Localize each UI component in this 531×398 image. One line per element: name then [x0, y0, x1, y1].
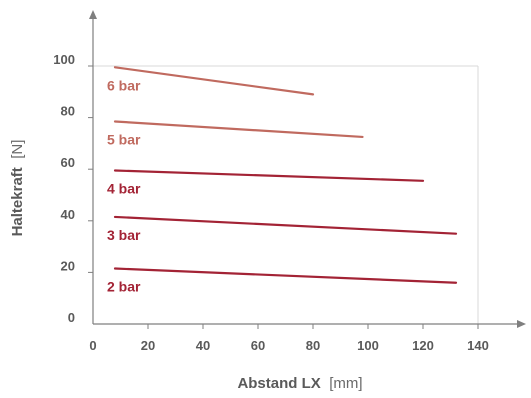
y-axis-title: Haltekraft [N]	[9, 140, 26, 237]
x-tick-label: 140	[467, 338, 489, 353]
x-tick-label: 20	[141, 338, 155, 353]
x-tick-label: 60	[251, 338, 265, 353]
y-tick-label: 60	[61, 155, 75, 170]
series-line	[113, 120, 364, 139]
x-axis-arrow	[517, 320, 526, 328]
series-line	[113, 267, 458, 284]
series-label: 5 bar	[107, 131, 141, 147]
series-label: 4 bar	[107, 180, 141, 196]
y-tick-label: 100	[53, 52, 75, 67]
x-tick-label: 0	[89, 338, 96, 353]
series-label: 3 bar	[107, 227, 141, 243]
series-line	[113, 66, 315, 96]
y-axis-unit: [N]	[9, 140, 26, 159]
y-axis-title-text: Haltekraft	[9, 167, 26, 236]
x-tick-label: 100	[357, 338, 379, 353]
series-line	[113, 215, 458, 235]
y-tick-label: 20	[61, 258, 75, 273]
y-tick-label: 40	[61, 207, 75, 222]
series-line	[113, 169, 425, 182]
series-label: 6 bar	[107, 77, 141, 93]
y-tick-label: 0	[68, 310, 75, 325]
x-axis-title-text: Abstand LX	[237, 375, 320, 392]
series-label: 2 bar	[107, 279, 141, 295]
x-tick-label: 120	[412, 338, 434, 353]
x-axis-unit: [mm]	[329, 375, 362, 392]
x-tick-label: 40	[196, 338, 210, 353]
x-axis-title: Abstand LX [mm]	[237, 375, 362, 392]
y-tick-label: 80	[61, 104, 75, 119]
x-tick-label: 80	[306, 338, 320, 353]
y-axis-arrow	[89, 10, 97, 19]
